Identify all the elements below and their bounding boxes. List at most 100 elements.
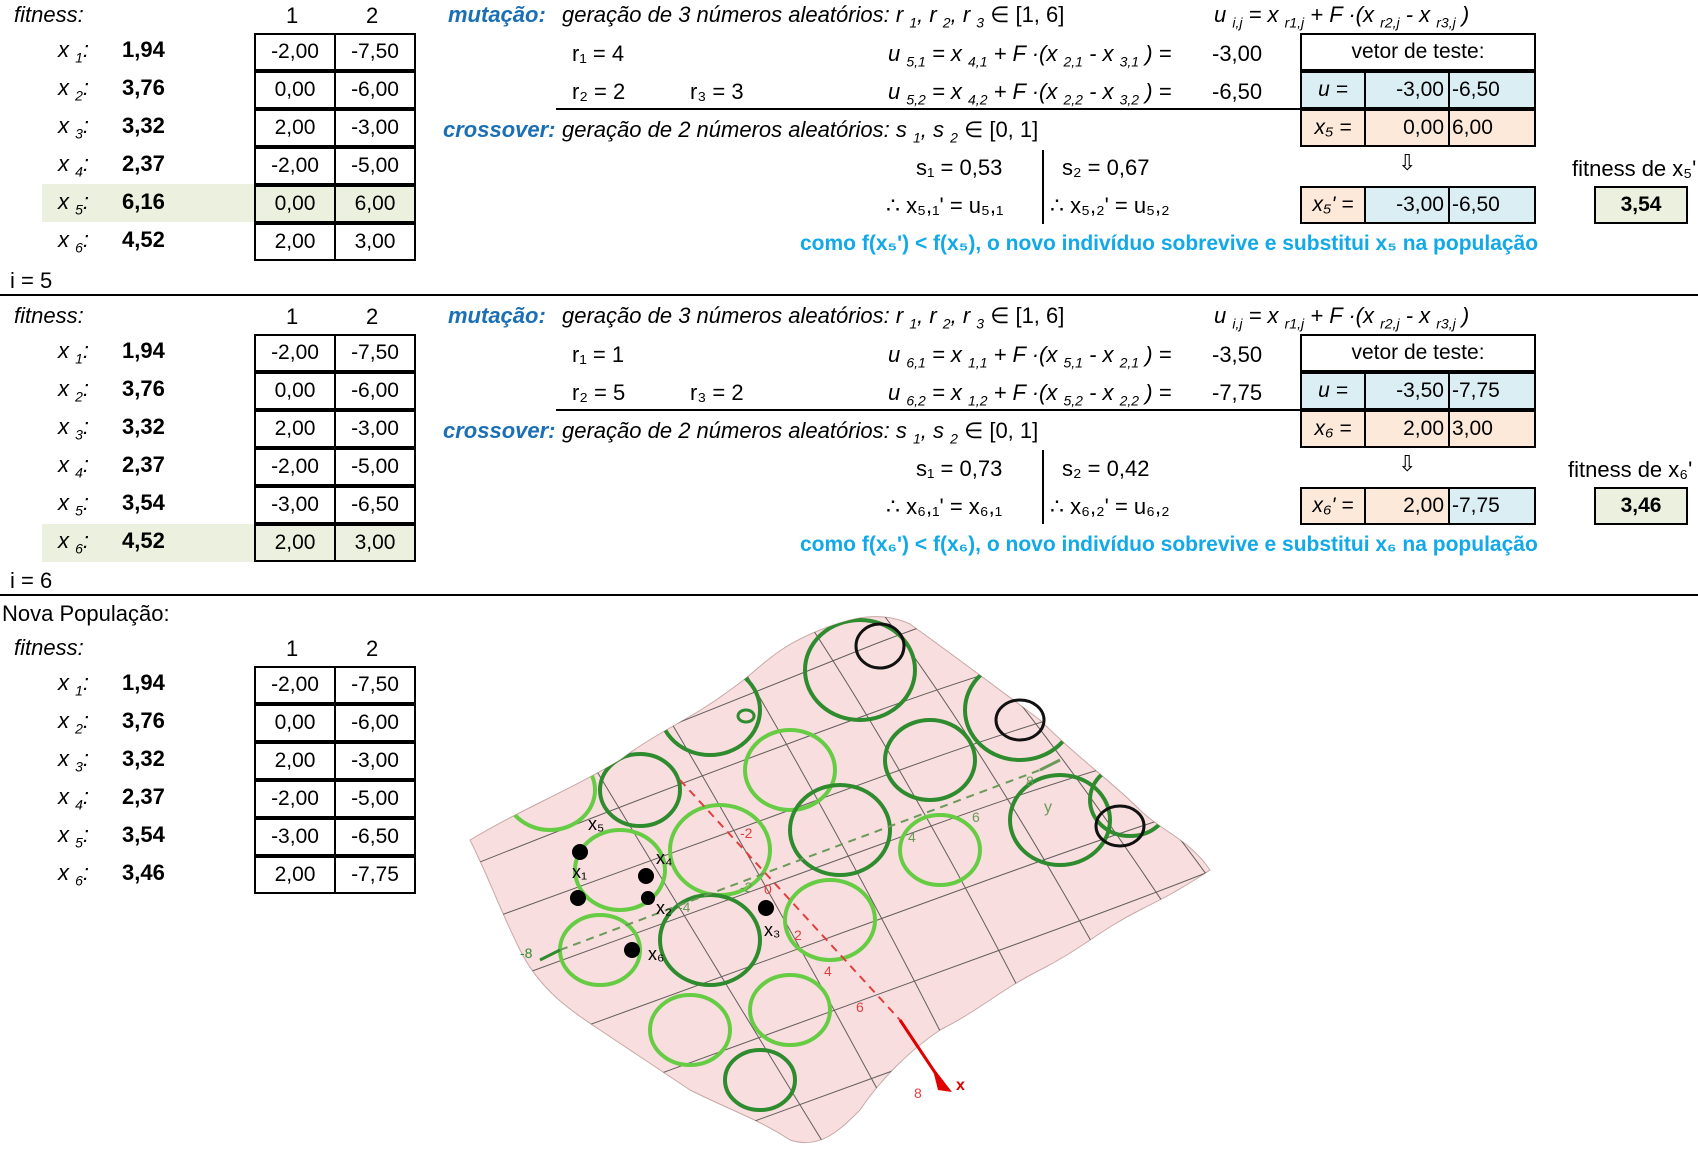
row-name: x 3: xyxy=(58,113,90,142)
xp-cell-1: 2,00 xyxy=(1364,487,1450,525)
row-cell-2: -3,00 xyxy=(334,742,416,780)
y-tick: -2 xyxy=(740,879,753,895)
row-name: x 4: xyxy=(58,151,90,180)
row-cell-1: -2,00 xyxy=(254,780,336,818)
col-header-2: 2 xyxy=(366,304,379,329)
xp-cell-2: -7,75 xyxy=(1448,487,1536,525)
col-header-2: 2 xyxy=(366,636,379,661)
x-cell-2: 6,00 xyxy=(1448,109,1536,147)
u-cell-1: -3,50 xyxy=(1364,372,1450,410)
crossover-label: crossover: xyxy=(443,418,556,443)
point-label-x4: x₄ xyxy=(656,848,672,868)
test-vector-header: vetor de teste: xyxy=(1300,33,1536,71)
u2-formula: u 5,2 = x 4,2 + F ·(x 2,2 - x 3,2 ) = xyxy=(888,79,1172,108)
s1: s₁ = 0,73 xyxy=(916,456,1003,481)
row-name: x 1: xyxy=(58,670,90,699)
row-cell-1: -2,00 xyxy=(254,666,336,704)
u1-formula: u 6,1 = x 1,1 + F ·(x 5,1 - x 2,1 ) = xyxy=(888,342,1172,371)
r1: r₁ = 4 xyxy=(572,41,625,66)
col-header-1: 1 xyxy=(286,3,299,28)
row-cell-1: 2,00 xyxy=(254,524,336,562)
row-name: x 6: xyxy=(58,227,90,256)
r2: r₂ = 5 xyxy=(572,380,626,405)
xp-cell-2: -6,50 xyxy=(1448,186,1536,224)
row-cell-2: -5,00 xyxy=(334,780,416,818)
row-cell-1: -2,00 xyxy=(254,33,336,71)
formula-u: u i,j = x r1,j + F ·(x r2,j - x r3,j ) xyxy=(1214,303,1470,332)
s2: s₂ = 0,42 xyxy=(1062,456,1150,481)
row-cell-1: -2,00 xyxy=(254,334,336,372)
row-fitness: 3,32 xyxy=(122,113,165,138)
point-label-x1: x₁ xyxy=(572,862,587,882)
mutation-label: mutação: xyxy=(448,303,546,328)
point-label-x5: x₅ xyxy=(588,814,604,834)
row-name: x 1: xyxy=(58,338,90,367)
row-cell-2: -5,00 xyxy=(334,448,416,486)
row-fitness: 3,32 xyxy=(122,746,165,771)
row-cell-2: -3,00 xyxy=(334,109,416,147)
crossover-text: geração de 2 números aleatórios: s 1, s … xyxy=(562,117,1039,146)
test-vector-header: vetor de teste: xyxy=(1300,334,1536,372)
row-name: x 4: xyxy=(58,784,90,813)
separator xyxy=(1042,450,1044,524)
u1-value: -3,50 xyxy=(1212,342,1263,367)
row-fitness: 4,52 xyxy=(122,227,165,252)
row-cell-2: -7,50 xyxy=(334,666,416,704)
i-label: i = 6 xyxy=(10,568,53,593)
r2: r₂ = 2 xyxy=(572,79,626,104)
row-fitness: 3,46 xyxy=(122,860,165,885)
row-name: x 6: xyxy=(58,528,90,557)
x-cell-1: 2,00 xyxy=(1364,410,1450,448)
u1-formula: u 5,1 = x 4,1 + F ·(x 2,1 - x 3,1 ) = xyxy=(888,41,1172,70)
x-tick: 4 xyxy=(824,963,832,979)
s2: s₂ = 0,67 xyxy=(1062,155,1150,180)
row-fitness: 6,16 xyxy=(122,189,165,214)
row-cell-2: -3,00 xyxy=(334,410,416,448)
row-cell-1: 0,00 xyxy=(254,704,336,742)
row-cell-1: 2,00 xyxy=(254,856,336,894)
point-label-x6: x₆ xyxy=(648,944,664,964)
r3: r₃ = 3 xyxy=(690,79,744,104)
row-name: x 3: xyxy=(58,746,90,775)
row-cell-2: -5,00 xyxy=(334,147,416,185)
row-cell-1: 2,00 xyxy=(254,410,336,448)
row-cell-1: 2,00 xyxy=(254,223,336,261)
point-x6 xyxy=(624,942,640,958)
row-fitness: 3,76 xyxy=(122,75,165,100)
divider-line xyxy=(556,108,1304,110)
row-cell-1: 2,00 xyxy=(254,742,336,780)
row-name: x 1: xyxy=(58,37,90,66)
xp-label: x₅' = xyxy=(1300,186,1366,224)
row-cell-2: -7,50 xyxy=(334,33,416,71)
row-fitness: 3,76 xyxy=(122,376,165,401)
point-x4 xyxy=(638,868,654,884)
r1: r₁ = 1 xyxy=(572,342,625,367)
point-label-x3: x₃ xyxy=(764,920,780,940)
separator xyxy=(1042,150,1044,224)
row-cell-2: -6,00 xyxy=(334,71,416,109)
u2-formula: u 6,2 = x 1,2 + F ·(x 5,2 - x 2,2 ) = xyxy=(888,380,1172,409)
row-cell-1: 0,00 xyxy=(254,71,336,109)
point-x5 xyxy=(572,844,588,860)
xp-cell-1: -3,00 xyxy=(1364,186,1450,224)
u-label: u = xyxy=(1300,71,1366,109)
point-x3 xyxy=(758,900,774,916)
fitness-label: fitness: xyxy=(14,303,84,328)
x-tick: 2 xyxy=(794,927,802,943)
row-fitness: 2,37 xyxy=(122,151,165,176)
crossover-label: crossover: xyxy=(443,117,556,142)
y-tick: -8 xyxy=(520,945,533,961)
row-cell-2: 3,00 xyxy=(334,223,416,261)
row-cell-1: -3,00 xyxy=(254,486,336,524)
x-axis-label: x xyxy=(956,1077,965,1094)
u-cell-2: -7,75 xyxy=(1448,372,1536,410)
fitness-of-label: fitness de x₆' xyxy=(1568,457,1693,482)
mutation-text: geração de 3 números aleatórios: r 1, r … xyxy=(562,2,1065,31)
row-fitness: 3,32 xyxy=(122,414,165,439)
row-fitness: 1,94 xyxy=(122,37,165,62)
point-label-x2: x₂ xyxy=(656,898,672,918)
s1: s₁ = 0,53 xyxy=(916,155,1003,180)
x-tick: -2 xyxy=(740,825,753,841)
selection-2: ∴ x₅,₂' = u₅,₂ xyxy=(1050,193,1170,218)
conclusion: como f(x₅') < f(x₅), o novo indivíduo so… xyxy=(800,232,1539,255)
